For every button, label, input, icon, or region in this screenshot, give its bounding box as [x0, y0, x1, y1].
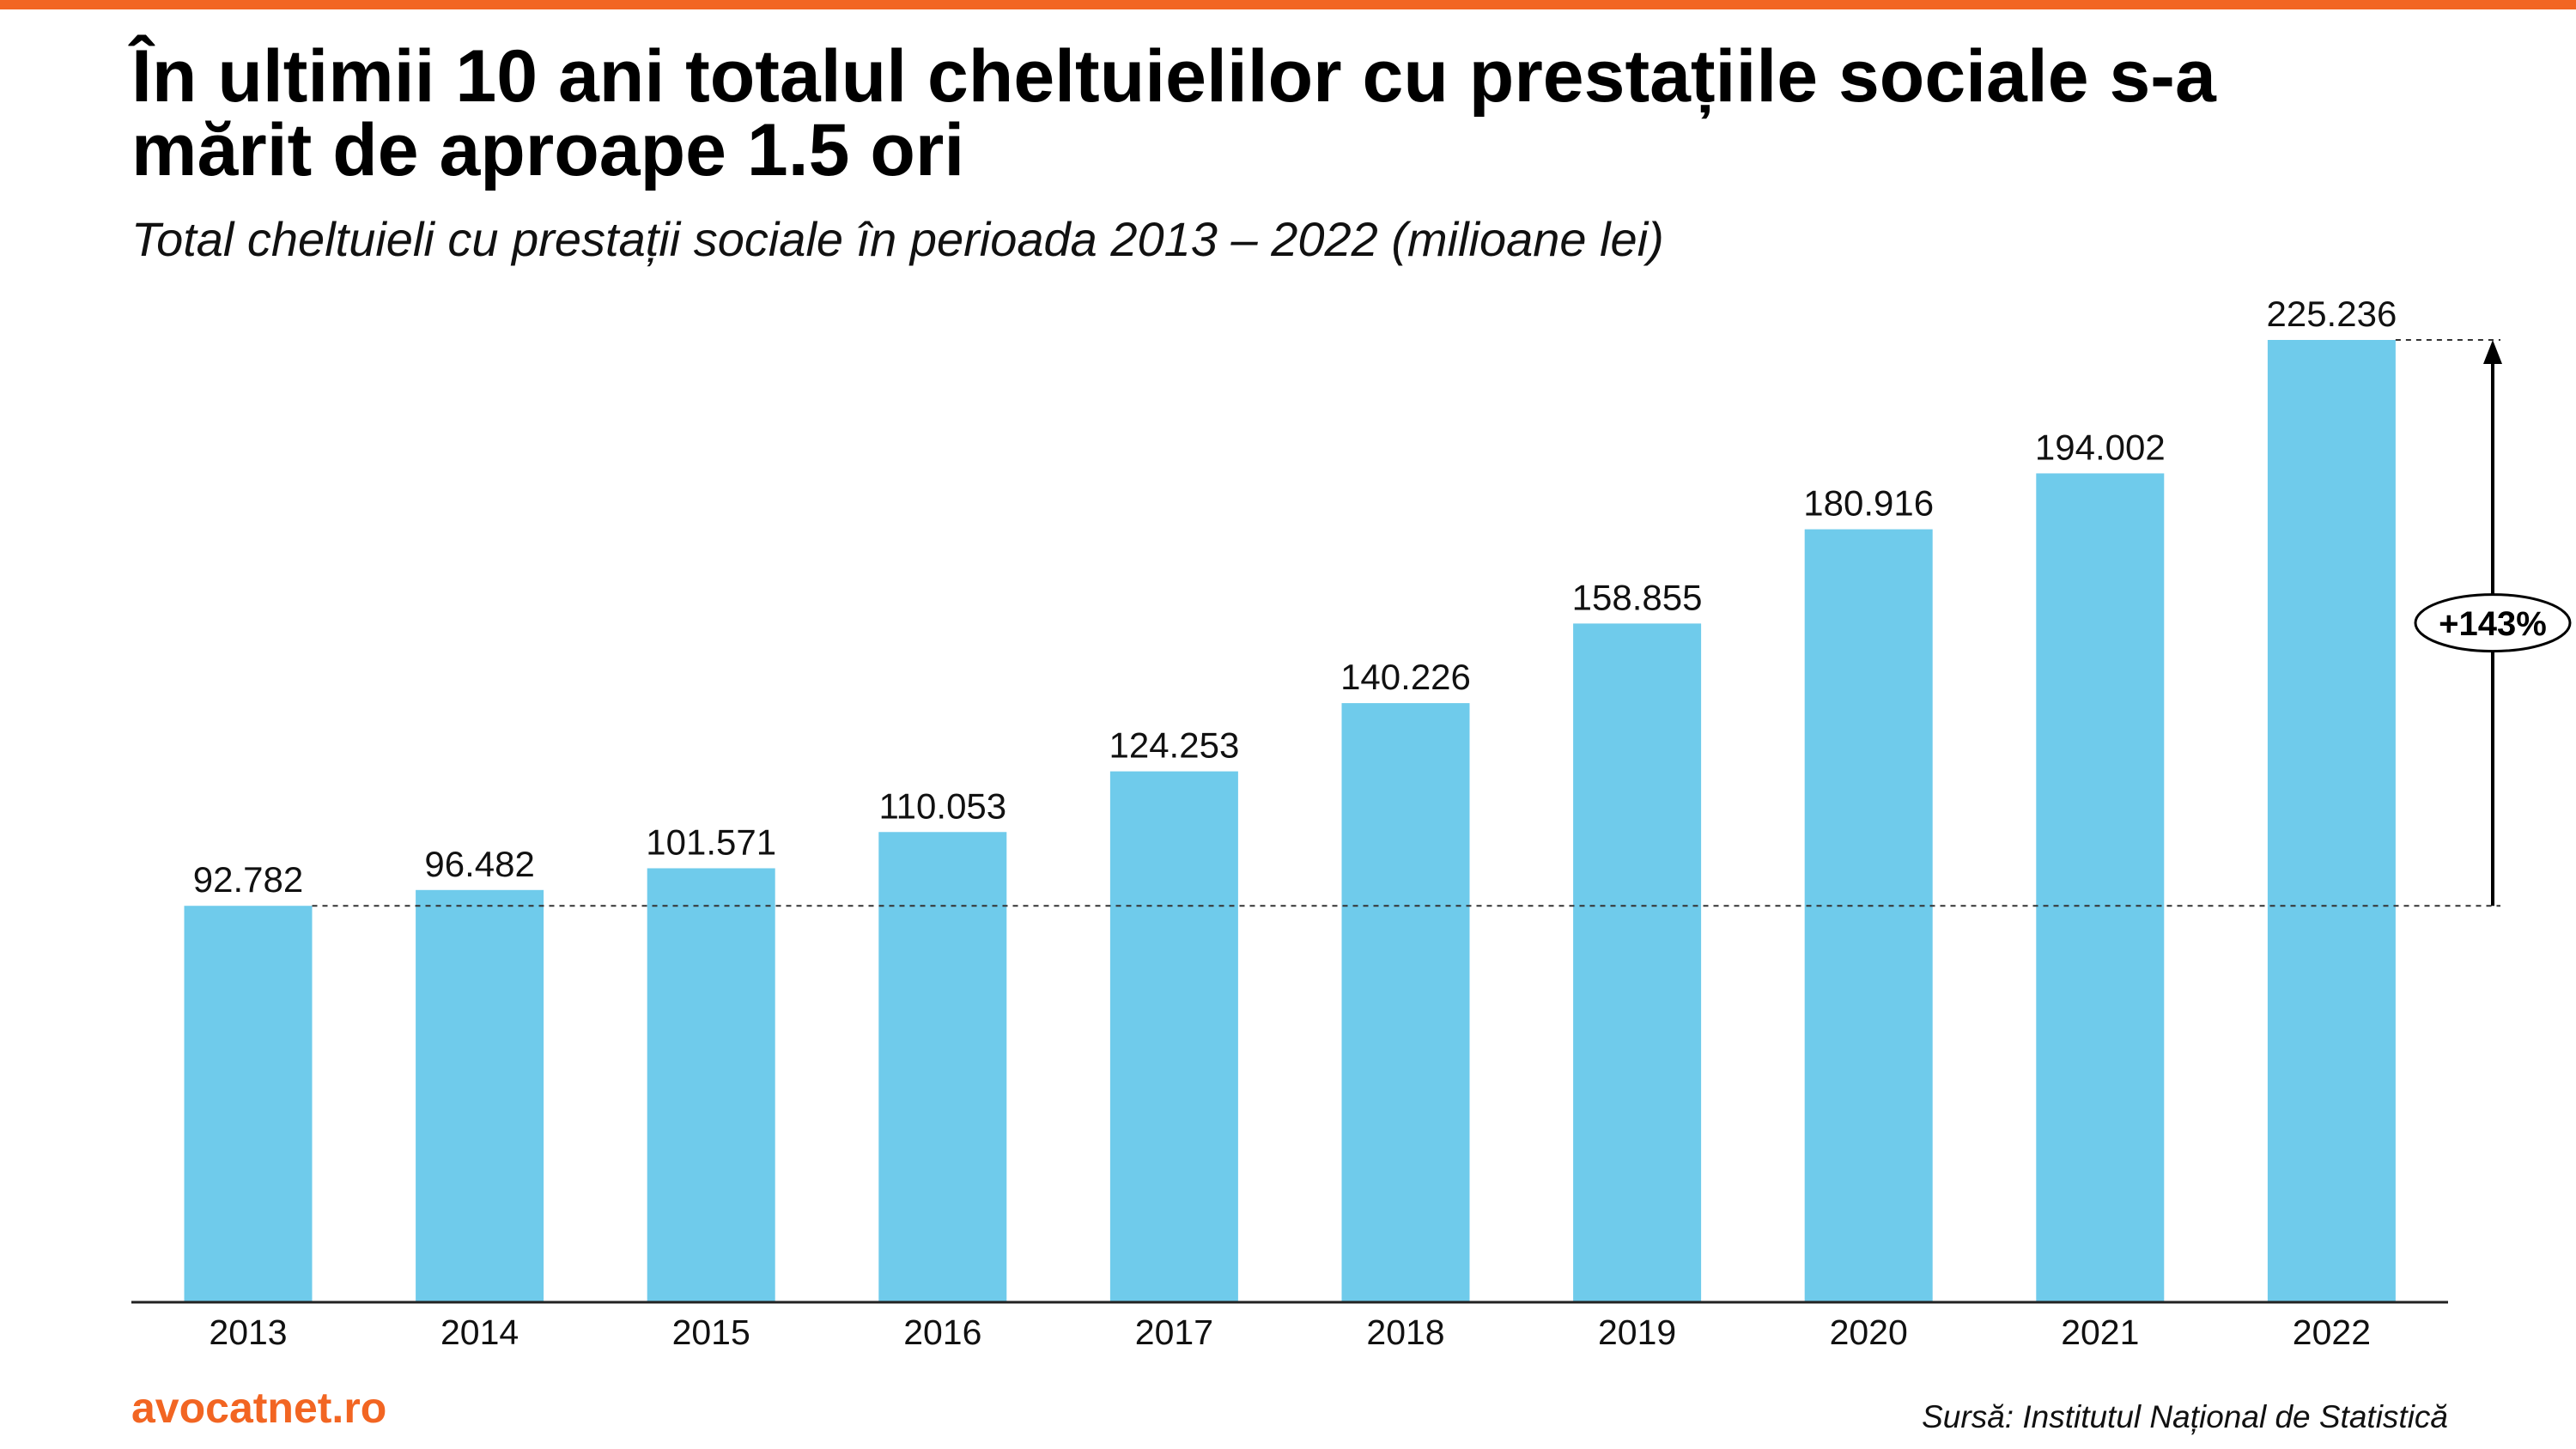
brand-logo-text: avocatnet.ro: [131, 1384, 387, 1432]
bar-value-label: 180.916: [1803, 483, 1934, 524]
x-tick-label: 2020: [1830, 1313, 1908, 1352]
bar-value-label: 96.482: [424, 844, 534, 884]
bar-2022: [2267, 340, 2396, 1302]
bar-value-label: 92.782: [193, 859, 303, 900]
source-note: Sursă: Institutul Național de Statistică: [1922, 1399, 2448, 1434]
bar-value-label: 225.236: [2266, 294, 2397, 334]
bar-value-label: 140.226: [1340, 657, 1471, 697]
x-tick-label: 2016: [903, 1313, 981, 1352]
growth-percent-label: +143%: [2439, 605, 2547, 643]
value-labels: 92.782 96.482 101.571 110.053 124.253 140.226…: [193, 294, 2397, 900]
bar-2017: [1109, 771, 1238, 1302]
x-tick-label: 2021: [2061, 1313, 2139, 1352]
bar-value-label: 158.855: [1572, 577, 1703, 617]
bar-2020: [1804, 529, 1933, 1302]
growth-annotation: +143%: [312, 339, 2572, 907]
x-tick-label: 2022: [2293, 1313, 2371, 1352]
x-tick-label: 2015: [672, 1313, 750, 1352]
bar-value-label: 101.571: [646, 822, 776, 862]
x-tick-label: 2019: [1598, 1313, 1676, 1352]
x-tick-label: 2017: [1135, 1313, 1213, 1352]
bar-2019: [1573, 623, 1702, 1302]
growth-badge: [2414, 593, 2572, 653]
bars: [184, 340, 2396, 1302]
bar-2018: [1341, 703, 1470, 1302]
x-tick-label: 2014: [440, 1313, 519, 1352]
bar-2016: [878, 832, 1007, 1302]
x-tick-label: 2013: [209, 1313, 287, 1352]
bar-2014: [416, 889, 544, 1302]
bar-2015: [647, 868, 775, 1302]
chart-subtitle: Total cheltuieli cu prestații sociale în…: [131, 212, 1664, 266]
x-axis: 2013 2014 2015 2016 2017 2018 2019 2020 2021 2022: [131, 1300, 2448, 1352]
bar-value-label: 194.002: [2035, 427, 2166, 467]
bar-2021: [2036, 473, 2165, 1302]
bar-value-label: 110.053: [878, 785, 1006, 826]
chart-title: În ultimii 10 ani totalul cheltuielilor …: [131, 35, 2216, 191]
x-tick-label: 2018: [1366, 1313, 1444, 1352]
top-accent-bar: [0, 0, 2576, 9]
bar-value-label: 124.253: [1109, 725, 1239, 766]
arrow-up-icon: [2483, 340, 2502, 364]
bar-2013: [184, 906, 313, 1302]
